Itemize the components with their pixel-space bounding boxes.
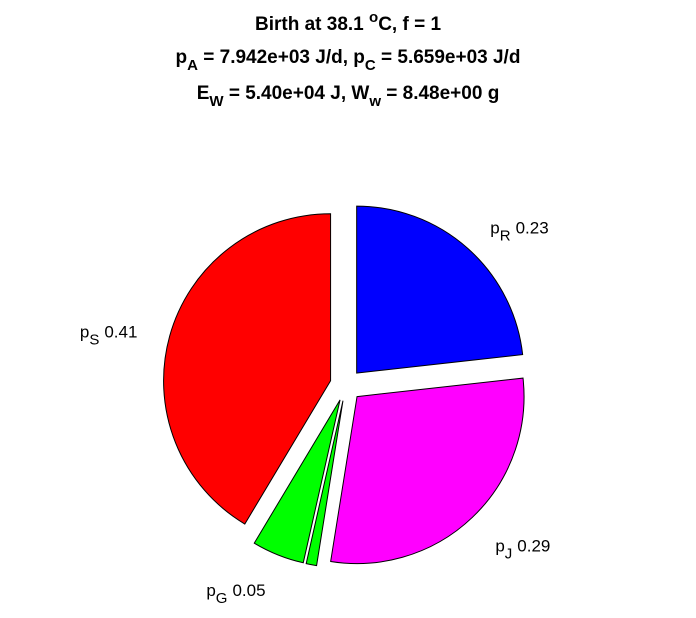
slice-label: pG0.01 [246, 614, 305, 618]
label-sub: S [89, 331, 99, 348]
title-sub: C [365, 57, 376, 74]
title-sup: o [369, 9, 378, 26]
title-text: C, f = 1 [378, 14, 441, 35]
label-name: p [206, 581, 215, 600]
pie-slice [330, 377, 525, 564]
chart-title-line: Birth at 38.1 oC, f = 1 [255, 9, 441, 35]
label-value: 0.01 [272, 614, 305, 618]
label-name: p [495, 537, 504, 556]
pie-slice [163, 213, 332, 525]
title-sub: W [209, 93, 224, 110]
pie-slice [253, 399, 341, 564]
slice-label: pG 0.05 [206, 581, 265, 607]
title-text: = 7.942e+03 J/d, p [198, 47, 365, 68]
pie-slice [305, 400, 344, 567]
title-text: p [176, 47, 188, 68]
chart-title-line: pA = 7.942e+03 J/d, pC = 5.659e+03 J/d [176, 47, 521, 74]
slice-label: pS 0.41 [80, 322, 138, 348]
pie-slice [356, 205, 524, 374]
title-text: = 8.48e+00 g [381, 83, 499, 104]
label-sub: R [500, 228, 511, 245]
slice-label: pJ 0.29 [495, 537, 550, 563]
label-value: 0.23 [516, 219, 549, 238]
label-value: 0.29 [517, 537, 550, 556]
slice-label: pR 0.23 [490, 219, 548, 245]
label-sub: J [505, 546, 513, 563]
label-sub: G [216, 590, 228, 607]
title-sub: A [187, 57, 198, 74]
label-value: 0.05 [232, 581, 265, 600]
title-text: = 5.40e+04 J, W [224, 83, 370, 104]
chart-title-line: EW = 5.40e+04 J, Ww = 8.48e+00 g [197, 83, 500, 110]
title-text: = 5.659e+03 J/d [376, 47, 521, 68]
label-name: p [490, 219, 499, 238]
label-name: p [80, 322, 89, 341]
label-name: p [246, 614, 255, 618]
label-value: 0.41 [104, 322, 137, 341]
title-text: Birth at 38.1 [255, 14, 369, 35]
title-sub: w [368, 93, 381, 110]
title-text: E [197, 83, 210, 104]
